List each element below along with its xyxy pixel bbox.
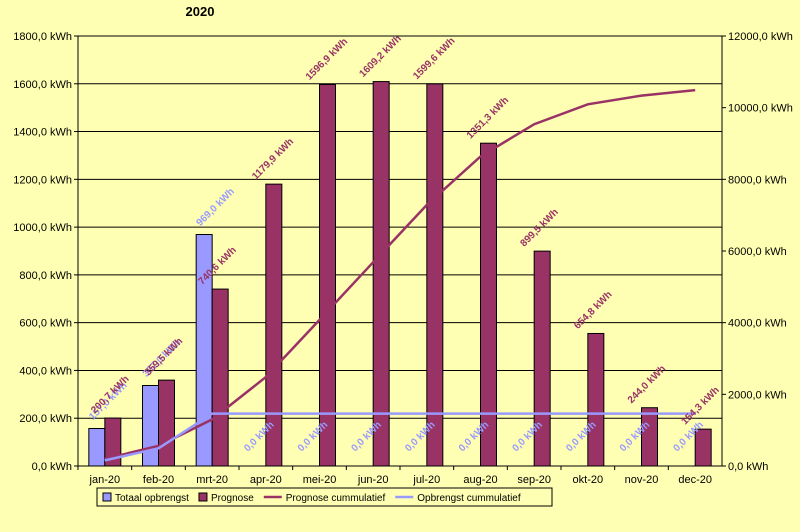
left-tick-label: 1600,0 kWh [13,79,72,91]
left-tick-label: 400,0 kWh [19,365,72,377]
right-tick-label: 6000,0 kWh [728,246,787,258]
x-tick-label: jan-20 [89,474,121,486]
legend-swatch [102,492,112,502]
bar-prognose [641,407,658,467]
bar-prognose [587,332,605,467]
left-tick-label: 1400,0 kWh [13,127,72,139]
bar-prognose [372,81,390,467]
right-tick-label: 4000,0 kWh [728,318,787,330]
bar-prognose [319,84,336,467]
line-prognose-cummulatief [104,88,696,461]
x-tick-label: mei-20 [303,474,337,486]
x-tick-label: mrt-20 [196,474,228,486]
x-tick-label: nov-20 [625,474,659,486]
bar-prognose [158,379,175,467]
left-tick-label: 600,0 kWh [19,318,72,330]
right-tick-label: 0,0 kWh [728,461,768,473]
legend-label: Opbrengst cummulatief [417,493,521,504]
bar-prognose [211,288,229,467]
x-tick-label: feb-20 [143,474,174,486]
bar-prognose [480,142,497,467]
x-tick-label: apr-20 [250,474,282,486]
x-tick-label: okt-20 [573,474,604,486]
x-tick-label: sep-20 [517,474,551,486]
x-tick-label: aug-20 [463,474,497,486]
x-tick-label: jun-20 [357,474,389,486]
left-tick-label: 1800,0 kWh [13,31,72,43]
right-tick-label: 10000,0 kWh [728,103,793,115]
legend-swatch [198,492,208,502]
bar-prognose [426,83,444,467]
bar-totaal-opbrengst [88,427,106,467]
legend-label: Prognose cummulatief [286,493,386,504]
legend-label: Prognose [211,493,254,504]
x-tick-label: jul-20 [412,474,440,486]
left-tick-label: 200,0 kWh [19,413,72,425]
chart-title: 2020 [186,4,215,19]
legend-label: Totaal opbrengst [115,493,189,504]
right-tick-label: 8000,0 kWh [728,174,787,186]
x-tick-label: dec-20 [678,474,712,486]
left-tick-label: 800,0 kWh [19,270,72,282]
bar-totaal-opbrengst [142,384,159,467]
right-tick-label: 2000,0 kWh [728,389,787,401]
left-tick-label: 0,0 kWh [32,461,72,473]
right-tick-label: 12000,0 kWh [728,31,793,43]
plot-area [78,36,722,466]
line-opbrengst-cummulatief [104,412,696,462]
left-tick-label: 1000,0 kWh [13,222,72,234]
left-tick-label: 1200,0 kWh [13,174,72,186]
legend-box [96,487,553,507]
